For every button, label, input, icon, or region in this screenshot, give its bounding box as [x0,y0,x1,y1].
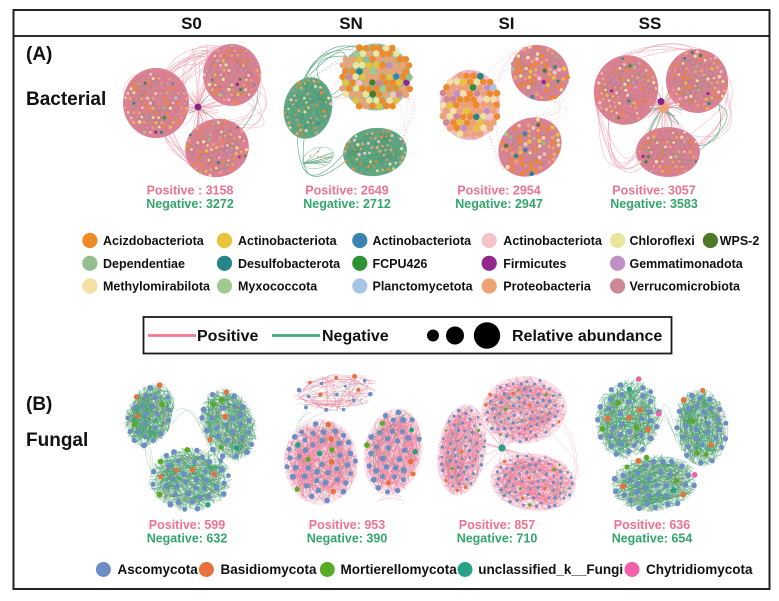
svg-text:Bacterial: Bacterial [26,89,106,110]
svg-text:Negative: Negative [322,328,389,345]
svg-text:Positive: 599: Positive: 599 [149,518,225,532]
svg-text:Positive: 636: Positive: 636 [614,518,690,532]
svg-text:Positive: 3057: Positive: 3057 [612,184,695,198]
svg-text:Relative abundance: Relative abundance [512,328,662,345]
svg-text:Verrucomicrobiota: Verrucomicrobiota [630,280,741,294]
svg-text:Firmicutes: Firmicutes [503,257,566,271]
svg-text:Negative: 3272: Negative: 3272 [146,197,234,211]
svg-text:Negative: 2712: Negative: 2712 [303,197,391,211]
svg-text:unclassified_k__Fungi: unclassified_k__Fungi [478,562,623,577]
svg-text:Acizdobacteriota: Acizdobacteriota [103,234,205,248]
svg-text:Planctomycetota: Planctomycetota [373,280,474,294]
svg-text:Myxococcota: Myxococcota [238,280,318,294]
svg-text:Negative: 654: Negative: 654 [612,532,693,546]
svg-text:Negative: 710: Negative: 710 [457,532,538,546]
svg-text:(A): (A) [26,44,52,65]
svg-text:Chytridiomycota: Chytridiomycota [646,562,753,577]
svg-text:Positive: 2954: Positive: 2954 [457,184,540,198]
svg-text:Negative: 390: Negative: 390 [307,532,388,546]
svg-text:Negative: 3583: Negative: 3583 [610,197,698,211]
svg-text:Actinobacteriota: Actinobacteriota [503,234,603,248]
svg-text:Basidiomycota: Basidiomycota [221,562,318,577]
svg-text:Negative: 632: Negative: 632 [147,532,228,546]
svg-text:Positive: 953: Positive: 953 [309,518,385,532]
svg-text:Methylomirabilota: Methylomirabilota [103,280,211,294]
svg-text:Ascomycota: Ascomycota [118,562,199,577]
svg-text:Proteobacteria: Proteobacteria [503,280,592,294]
svg-text:Mortierellomycota: Mortierellomycota [341,562,458,577]
svg-text:Positive : 3158: Positive : 3158 [147,184,234,198]
svg-text:FCPU426: FCPU426 [373,257,428,271]
svg-text:Dependentiae: Dependentiae [103,257,185,271]
svg-text:SN: SN [339,14,363,33]
svg-text:SS: SS [639,14,662,33]
svg-text:S0: S0 [181,14,202,33]
svg-text:Desulfobacterota: Desulfobacterota [238,257,341,271]
svg-text:Positive: 857: Positive: 857 [459,518,535,532]
svg-text:Actinobacteriota: Actinobacteriota [238,234,338,248]
svg-text:Negative: 2947: Negative: 2947 [455,197,543,211]
svg-text:Positive: Positive [197,328,258,345]
svg-text:Fungal: Fungal [26,430,88,451]
svg-text:Gemmatimonadota: Gemmatimonadota [630,257,744,271]
svg-text:(B): (B) [26,394,52,415]
svg-text:Actinobacteriota: Actinobacteriota [373,234,473,248]
svg-text:WPS-2: WPS-2 [720,234,760,248]
svg-text:Chloroflexi: Chloroflexi [630,234,695,248]
svg-text:Positive: 2649: Positive: 2649 [305,184,388,198]
svg-text:SI: SI [498,14,514,33]
